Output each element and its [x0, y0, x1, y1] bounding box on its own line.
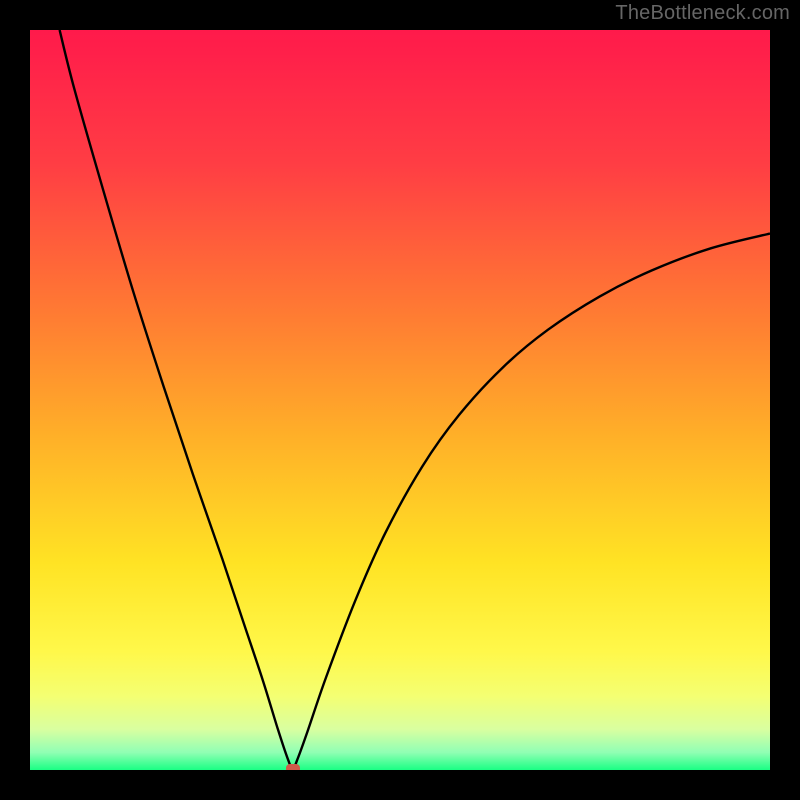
plot-area — [30, 30, 770, 770]
chart-frame: TheBottleneck.com — [0, 0, 800, 800]
curve-path — [60, 30, 770, 769]
minimum-marker — [286, 764, 300, 770]
bottleneck-curve — [30, 30, 770, 770]
watermark-text: TheBottleneck.com — [615, 2, 790, 25]
